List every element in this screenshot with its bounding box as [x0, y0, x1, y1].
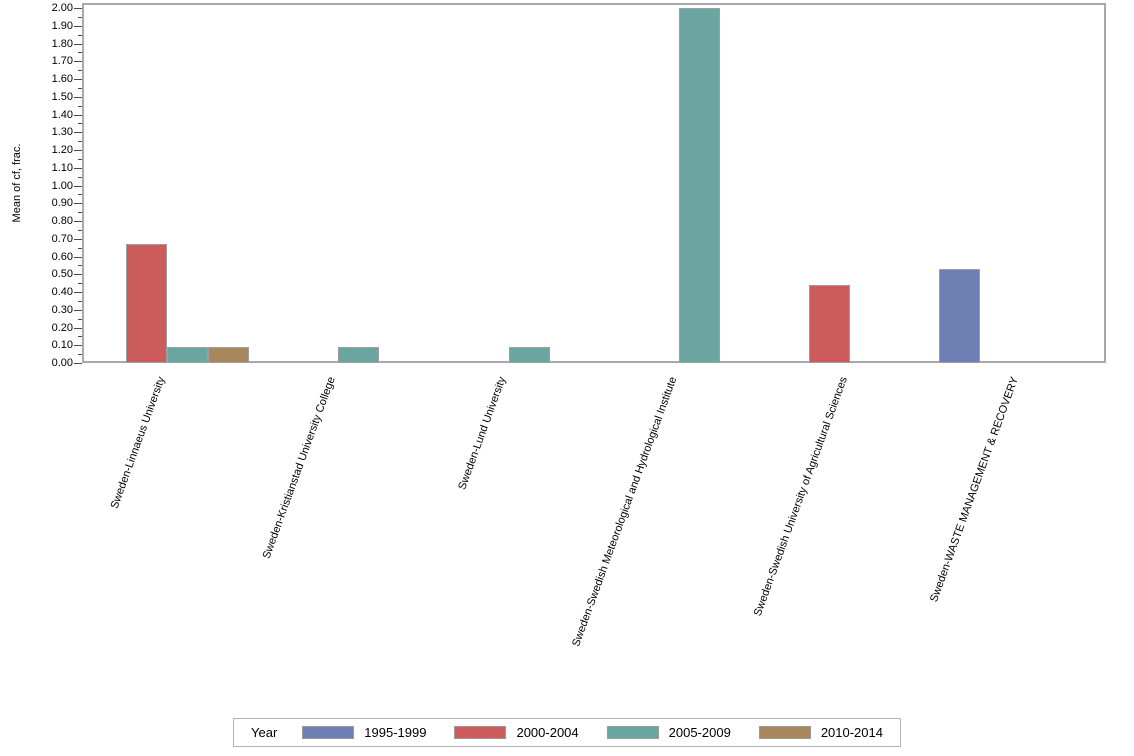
y-tick-label: 0.30: [51, 303, 73, 316]
y-minor-tick-mark: [78, 247, 82, 249]
y-minor-tick-mark: [78, 318, 82, 320]
y-minor-tick-mark: [78, 283, 82, 285]
legend-label: 1995-1999: [364, 725, 427, 740]
y-minor-tick-mark: [78, 34, 82, 36]
y-minor-tick-mark: [78, 336, 82, 338]
legend-swatch-1995-1999: [302, 726, 355, 739]
x-axis-label: Sweden-Kristianstad University College: [261, 375, 339, 561]
y-tick-label: 2.00: [51, 2, 73, 14]
legend-items: 1995-1999 2000-2004 2005-2009 2010-2014: [302, 725, 883, 740]
plot-area: [82, 3, 1106, 363]
y-minor-tick-mark: [78, 141, 82, 143]
legend-label: 2010-2014: [820, 725, 883, 740]
x-axis-label: Sweden-Linnaeus University: [108, 375, 168, 511]
legend-entry: 2005-2009: [606, 725, 731, 740]
y-tick-label: 1.80: [51, 37, 73, 50]
x-axis-label: Sweden-Swedish University of Agricultura…: [752, 375, 851, 618]
y-tick-mark: [74, 25, 82, 27]
bar-2005-2009-cat2: [508, 347, 550, 363]
y-tick-label: 0.20: [51, 321, 73, 334]
y-tick-mark: [74, 309, 82, 311]
y-minor-tick-mark: [78, 354, 82, 356]
y-tick-label: 0.00: [51, 357, 73, 369]
y-tick-label: 1.90: [51, 19, 73, 32]
y-tick-label: 1.00: [51, 179, 73, 192]
y-tick-mark: [74, 61, 82, 63]
bar-2005-2009-cat0: [167, 347, 209, 363]
y-tick-label: 0.10: [51, 339, 73, 352]
y-minor-tick-mark: [78, 52, 82, 54]
y-tick-mark: [74, 79, 82, 80]
y-minor-tick-mark: [78, 194, 82, 196]
y-minor-tick-mark: [78, 70, 82, 72]
bar-2005-2009-cat1: [338, 347, 379, 363]
y-tick-mark: [74, 150, 82, 151]
y-tick-mark: [74, 238, 82, 240]
y-minor-tick-mark: [78, 229, 82, 231]
legend-label: 2005-2009: [668, 725, 731, 740]
y-minor-tick-mark: [78, 265, 82, 267]
y-tick-mark: [74, 363, 82, 364]
legend-entry: 2010-2014: [758, 725, 883, 740]
y-tick-label: 0.90: [51, 197, 73, 210]
y-tick-label: 0.70: [51, 232, 73, 245]
y-tick-mark: [74, 345, 82, 347]
y-minor-tick-mark: [78, 105, 82, 107]
legend-entry: 2000-2004: [454, 725, 579, 740]
y-tick-label: 1.20: [51, 144, 73, 156]
legend: Year 1995-1999 2000-2004 2005-2009 2010-201…: [233, 718, 901, 747]
y-tick-mark: [74, 203, 82, 205]
y-tick-mark: [74, 292, 82, 293]
y-tick-label: 1.60: [51, 73, 73, 85]
legend-entry: 1995-1999: [302, 725, 426, 740]
legend-label: 2000-2004: [516, 725, 579, 740]
legend-title: Year: [251, 725, 278, 740]
legend-swatch-2005-2009: [606, 726, 659, 739]
bar-2000-2004-cat0: [126, 244, 168, 363]
y-minor-tick-mark: [78, 87, 82, 89]
y-tick-label: 0.80: [51, 215, 73, 227]
y-tick-mark: [74, 221, 82, 222]
x-axis-label: Sweden-WASTE MANAGEMENT & RECOVERY: [927, 375, 1021, 604]
bar-2010-2014-cat0: [208, 347, 250, 363]
bar-2000-2004-cat4: [809, 284, 850, 363]
y-tick-mark: [74, 256, 82, 258]
bar-1995-1999-cat5: [938, 268, 980, 363]
y-minor-tick-mark: [78, 158, 82, 160]
y-tick-mark: [74, 274, 82, 276]
y-tick-mark: [74, 185, 82, 187]
x-axis-label: Sweden-Swedish Meteorological and Hydrol…: [570, 375, 680, 649]
legend-swatch-2010-2014: [758, 726, 811, 739]
y-tick-label: 1.10: [51, 161, 73, 174]
x-axis-label: Sweden-Lund University: [456, 375, 509, 492]
y-tick-mark: [74, 96, 82, 98]
y-minor-tick-mark: [78, 16, 82, 18]
y-tick-label: 0.60: [51, 250, 73, 263]
y-tick-label: 1.70: [51, 55, 73, 68]
y-tick-label: 1.40: [51, 108, 73, 121]
y-tick-label: 0.50: [51, 268, 73, 281]
y-tick-mark: [74, 43, 82, 45]
legend-swatch-2000-2004: [454, 726, 507, 739]
y-tick-label: 1.30: [51, 126, 73, 139]
y-minor-tick-mark: [78, 123, 82, 125]
y-tick-mark: [74, 8, 82, 9]
y-tick-mark: [74, 167, 82, 169]
bar-2005-2009-cat3: [679, 8, 721, 363]
y-minor-tick-mark: [78, 176, 82, 178]
y-minor-tick-mark: [78, 212, 82, 214]
y-tick-label: 1.50: [51, 90, 73, 103]
y-minor-tick-mark: [78, 300, 82, 302]
y-tick-label: 0.40: [51, 286, 73, 298]
y-tick-mark: [74, 327, 82, 329]
y-tick-mark: [74, 132, 82, 134]
y-tick-mark: [74, 114, 82, 116]
